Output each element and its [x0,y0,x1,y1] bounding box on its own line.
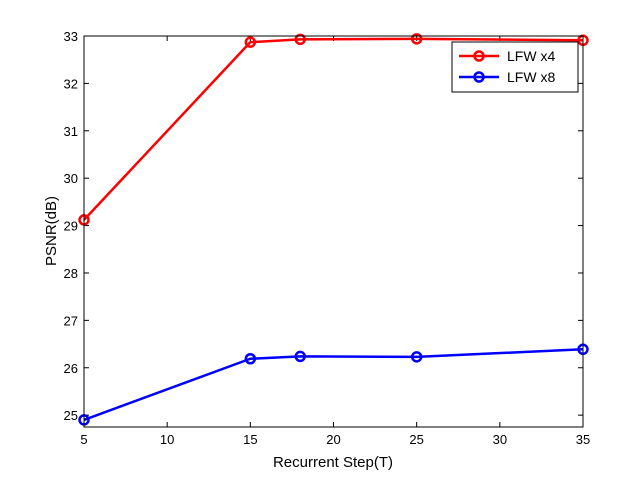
x-tick-label-6: 35 [576,432,590,447]
legend-box [451,41,579,93]
series-1-point-1 [244,36,257,48]
series-2-point-1 [244,353,257,365]
plot-frame [83,35,584,428]
legend-label-2: LFW x8 [507,69,555,85]
x-tick-label-5: 30 [493,432,507,447]
x-tick-label-0: 5 [80,432,87,447]
x-tick-label-1: 10 [160,432,174,447]
series-2-point-3 [410,351,423,363]
y-tick-label-2: 27 [64,313,78,328]
y-tick-label-0: 25 [64,408,78,423]
series-layer [78,33,589,426]
legend-marker-1 [473,50,485,62]
plot-area [84,36,583,427]
series-2-point-2 [294,350,306,363]
legend-marker-2 [473,71,485,83]
legend: LFW x4 LFW x8 [451,41,579,93]
legend-label-1: LFW x4 [507,48,555,64]
series-1-line [83,37,584,221]
series-2-line [83,348,584,422]
x-tick-label-2: 15 [243,432,257,447]
y-tick-label-5: 30 [64,171,78,186]
series-1-point-3 [410,33,423,45]
y-tick-label-8: 33 [64,29,78,44]
y-tick-label-3: 28 [64,266,78,281]
x-tick-label-3: 20 [326,432,340,447]
y-tick-label-6: 31 [64,124,78,139]
y-tick-label-7: 32 [64,76,78,91]
y-tick-label-1: 26 [64,361,78,376]
axis-ticks: 5 10 15 20 25 30 35 25 26 27 28 29 30 31 32 33 [64,29,591,447]
y-tick-label-4: 29 [64,219,78,234]
y-axis-label: PSNR(dB) [43,196,60,266]
x-axis-label: Recurrent Step(T) [273,454,393,471]
series-1-point-2 [294,33,306,46]
x-tick-label-4: 25 [409,432,423,447]
